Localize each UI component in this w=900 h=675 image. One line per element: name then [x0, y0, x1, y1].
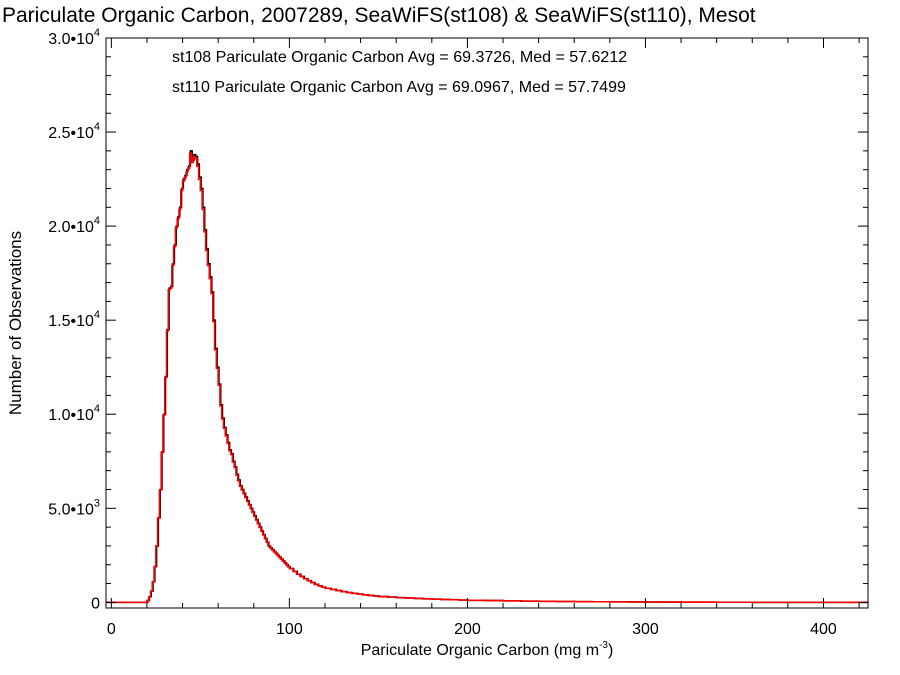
x-tick-label: 0: [107, 621, 116, 638]
x-axis-label-close: ): [608, 642, 613, 659]
y-tick-label: 1.0•104: [48, 403, 100, 424]
x-tick-label: 400: [810, 621, 837, 638]
y-tick-label: 2.0•104: [48, 215, 100, 236]
y-axis-label: Number of Observations: [6, 231, 25, 415]
y-tick-label: 5.0•103: [48, 497, 100, 518]
chart-title: Pariculate Organic Carbon, 2007289, SeaW…: [2, 4, 756, 27]
x-tick-label: 100: [276, 621, 303, 638]
x-axis-label-exponent: -3: [599, 640, 608, 651]
plot-frame: [105, 37, 869, 609]
y-tick-label: 0: [91, 595, 100, 612]
y-tick-label: 1.5•104: [48, 309, 100, 330]
histogram-series-0: [106, 150, 868, 604]
y-tick-label: 3.0•104: [48, 27, 100, 48]
annotation-st108: st108 Pariculate Organic Carbon Avg = 69…: [172, 49, 627, 66]
plot-area: [106, 150, 868, 604]
annotation-st110: st110 Pariculate Organic Carbon Avg = 69…: [172, 79, 626, 96]
x-axis-label: Pariculate Organic Carbon (mg m-3): [361, 640, 614, 659]
axis-ticks: 0 100 200 300 400 0 5.0•103 1.0•104 1.5•104 2.0•1…: [48, 27, 868, 638]
x-tick-label: 300: [632, 621, 659, 638]
x-tick-label: 200: [454, 621, 481, 638]
histogram-series-1: [106, 152, 868, 604]
x-axis-label-main: Pariculate Organic Carbon (mg m: [361, 642, 599, 659]
y-tick-label: 2.5•104: [48, 121, 100, 142]
